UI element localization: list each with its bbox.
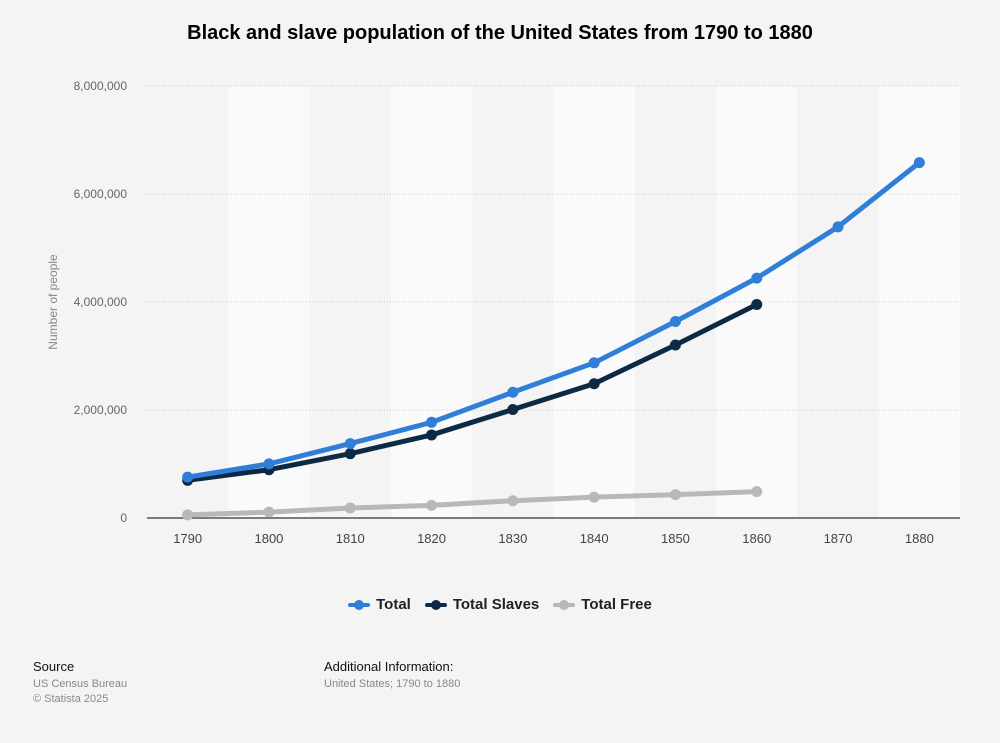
x-tick-label: 1850 [661, 531, 690, 546]
legend-label: Total [376, 596, 411, 613]
data-point [344, 502, 356, 514]
y-tick-label: 8,000,000 [74, 79, 128, 93]
data-point [182, 471, 194, 483]
x-tick-label: 1860 [742, 531, 771, 546]
source-block: Source US Census Bureau © Statista 2025 [33, 659, 127, 707]
y-tick-label: 6,000,000 [74, 187, 128, 201]
series-line [185, 301, 760, 483]
data-point [426, 499, 438, 511]
legend-swatch-icon [553, 599, 576, 610]
additional-info-text: United States; 1790 to 1880 [324, 678, 461, 690]
data-point [507, 495, 519, 507]
data-point [588, 378, 600, 390]
data-point [426, 429, 438, 441]
plot-band [228, 86, 310, 518]
additional-info-block: Additional Information: United States; 1… [324, 659, 460, 692]
legend-item-total-free[interactable]: Total Free [553, 596, 652, 613]
data-point [913, 157, 925, 169]
data-point [344, 448, 356, 460]
y-tick-label: 2,000,000 [74, 403, 128, 417]
x-tick-label: 1810 [336, 531, 365, 546]
data-point [588, 491, 600, 503]
y-axis-label: Number of people [46, 254, 60, 350]
data-point [507, 386, 519, 398]
data-point [669, 315, 681, 327]
plot-band [472, 86, 554, 518]
x-tick-label: 1800 [254, 531, 283, 546]
x-tick-label: 1830 [498, 531, 527, 546]
legend-label: Total Slaves [452, 596, 540, 613]
x-tick-label: 1840 [580, 531, 609, 546]
legend-swatch-icon [424, 599, 447, 610]
series-line [185, 160, 922, 480]
data-point [669, 339, 681, 351]
line-chart: 0 2,000,000 4,000,000 6,000,000 8,000,000 179… [46, 79, 960, 546]
data-point [263, 506, 275, 518]
x-tick-label: 1790 [173, 531, 202, 546]
plot-band [878, 86, 960, 518]
y-tick-label: 4,000,000 [74, 295, 128, 309]
plot-band [147, 86, 229, 518]
data-point [751, 272, 763, 284]
data-point [344, 438, 356, 450]
plot-band [390, 86, 473, 518]
legend-item-total-slaves[interactable]: Total Slaves [424, 596, 540, 613]
copyright-text: © Statista 2025 [33, 693, 109, 705]
y-tick-label: 0 [120, 511, 127, 525]
x-tick-label: 1880 [905, 531, 934, 546]
data-point [751, 486, 763, 498]
data-point [507, 404, 519, 416]
data-point [426, 416, 438, 428]
legend-label: Total Free [581, 596, 652, 613]
legend-item-total[interactable]: Total [348, 596, 411, 613]
legend-swatch-icon [348, 599, 371, 610]
x-tick-label: 1870 [824, 531, 853, 546]
data-point [751, 298, 763, 310]
data-point [263, 458, 275, 470]
series-line [185, 489, 760, 518]
data-point [832, 221, 844, 233]
source-name[interactable]: US Census Bureau [33, 678, 128, 690]
x-tick-label: 1820 [417, 531, 446, 546]
chart-legend: Total Total Slaves Total Free [0, 596, 1000, 613]
data-point [669, 489, 681, 501]
data-point [588, 357, 600, 369]
data-point [182, 509, 194, 521]
source-heading: Source [33, 659, 75, 674]
plot-band [797, 86, 879, 518]
chart-title: Black and slave population of the United… [187, 22, 813, 44]
additional-info-heading: Additional Information: [324, 659, 454, 674]
